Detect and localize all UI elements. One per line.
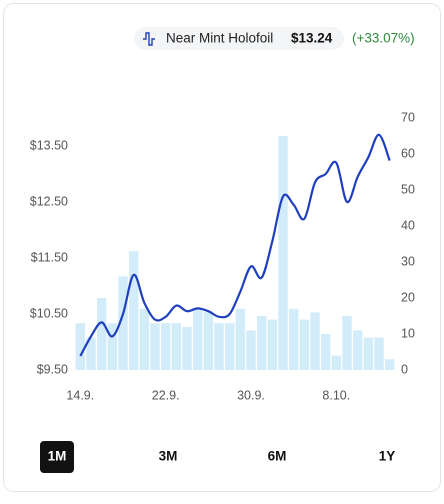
x-tick-label: 14.9. (66, 388, 94, 402)
range-button[interactable]: 6M (268, 449, 287, 464)
volume-bar (128, 251, 139, 370)
y2-tick-label: 50 (401, 182, 415, 196)
volume-bar (278, 136, 288, 370)
y2-tick-label: 70 (401, 110, 415, 124)
y2-tick-label: 20 (401, 290, 415, 304)
volume-bar (171, 323, 182, 370)
volume-bar (203, 312, 214, 370)
volume-bar (182, 326, 192, 370)
price-change: (+33.07%) (352, 31, 415, 46)
legend-pill (134, 27, 344, 50)
volume-bar (107, 323, 118, 370)
y2-tick-label: 40 (401, 218, 415, 232)
price-line (79, 133, 391, 357)
y2-tick-label: 60 (401, 146, 415, 160)
volume-bar (192, 308, 203, 370)
y-tick-label: $13.50 (30, 138, 68, 152)
volume-bar (214, 323, 224, 370)
y-tick-label: $10.50 (30, 306, 68, 320)
volume-bar (384, 359, 395, 370)
volume-bar (96, 298, 107, 370)
volume-bar (86, 337, 96, 370)
y-tick-label: $12.50 (30, 194, 68, 208)
card-border (3, 3, 441, 492)
volume-bar (288, 308, 299, 370)
volume-bar (256, 316, 267, 370)
y2-tick-label: 30 (401, 254, 415, 268)
y2-tick-label: 0 (401, 362, 408, 376)
y-tick-label: $9.50 (37, 362, 68, 376)
volume-bar (331, 355, 342, 370)
range-button[interactable]: 1Y (379, 449, 396, 464)
volume-bar (320, 334, 331, 370)
volume-bar (139, 308, 150, 370)
volume-bar (224, 323, 235, 370)
x-tick-label: 22.9. (152, 388, 180, 402)
volume-bar (75, 323, 86, 370)
x-tick-label: 8.10. (322, 388, 350, 402)
volume-bar (246, 330, 256, 370)
volume-bar (150, 323, 160, 370)
volume-bar (235, 308, 246, 370)
range-button-bg[interactable] (40, 441, 74, 473)
y2-tick-label: 10 (401, 326, 415, 340)
y-tick-label: $11.50 (31, 250, 68, 264)
volume-bar (342, 316, 352, 370)
volume-bar (299, 319, 310, 370)
volume-bar (310, 312, 320, 370)
legend-label: Near Mint Holofoil (166, 31, 273, 46)
volume-bar (160, 323, 171, 370)
current-price: $13.24 (291, 31, 333, 46)
volume-bar (363, 337, 374, 370)
range-button[interactable]: 1M (48, 449, 67, 464)
x-tick-label: 30.9. (237, 388, 265, 402)
volume-bar (267, 319, 278, 370)
legend-icon (143, 32, 155, 46)
range-button[interactable]: 3M (159, 449, 178, 464)
volume-bar (374, 337, 384, 370)
volume-bar (352, 330, 363, 370)
volume-bar (118, 276, 128, 370)
